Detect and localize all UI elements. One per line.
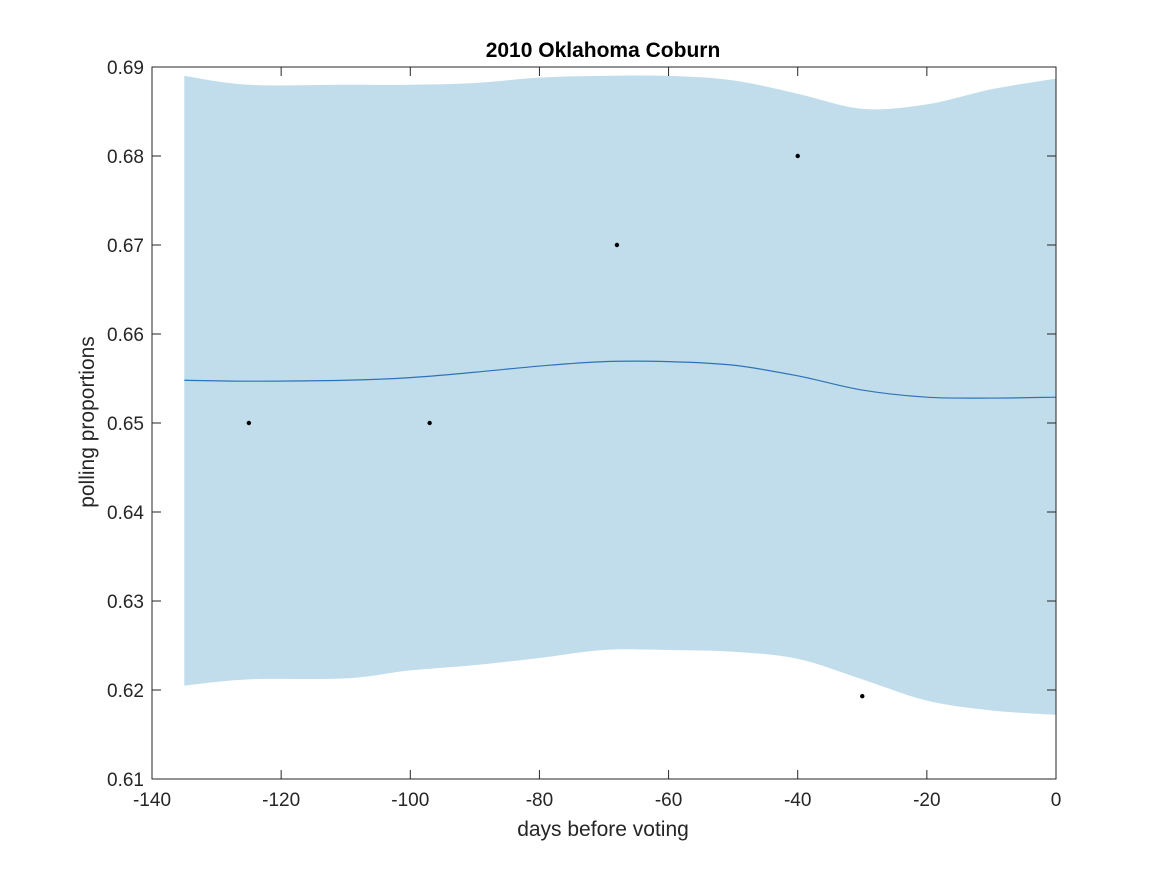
x-tick-label: -140	[133, 790, 171, 811]
x-tick-label: -40	[784, 790, 811, 811]
x-axis-label: days before voting	[517, 818, 689, 841]
data-point	[795, 153, 800, 159]
plot-area: -140 -120 -100 -80 -60 -40 -20 0 0.61 0.62 0.63 0.6…	[107, 58, 1061, 811]
data-point	[246, 420, 252, 426]
chart-title: 2010 Oklahoma Coburn	[486, 39, 721, 62]
y-tick-label: 0.63	[107, 592, 144, 613]
x-tick-label: 0	[1051, 790, 1062, 811]
y-axis-label: polling proportions	[76, 336, 99, 508]
y-tick-label: 0.62	[107, 681, 144, 702]
data-point	[860, 694, 865, 699]
x-tick-label: -80	[526, 790, 553, 811]
y-tick-label: 0.69	[107, 58, 144, 79]
x-tick-label: -60	[655, 790, 682, 811]
x-tick-label: -20	[913, 790, 940, 811]
y-tick-label: 0.66	[107, 325, 144, 346]
y-tick-label: 0.64	[107, 503, 144, 524]
confidence-band	[184, 75, 1057, 715]
y-tick-label: 0.67	[107, 236, 144, 257]
y-tick-label: 0.61	[107, 770, 144, 791]
data-point	[427, 420, 432, 426]
data-point	[614, 242, 620, 248]
mean-line	[184, 360, 1057, 399]
x-tick-label: -100	[391, 790, 429, 811]
y-tick-label: 0.65	[107, 414, 144, 435]
y-tick-label: 0.68	[107, 147, 144, 168]
x-tick-label: -120	[262, 790, 300, 811]
